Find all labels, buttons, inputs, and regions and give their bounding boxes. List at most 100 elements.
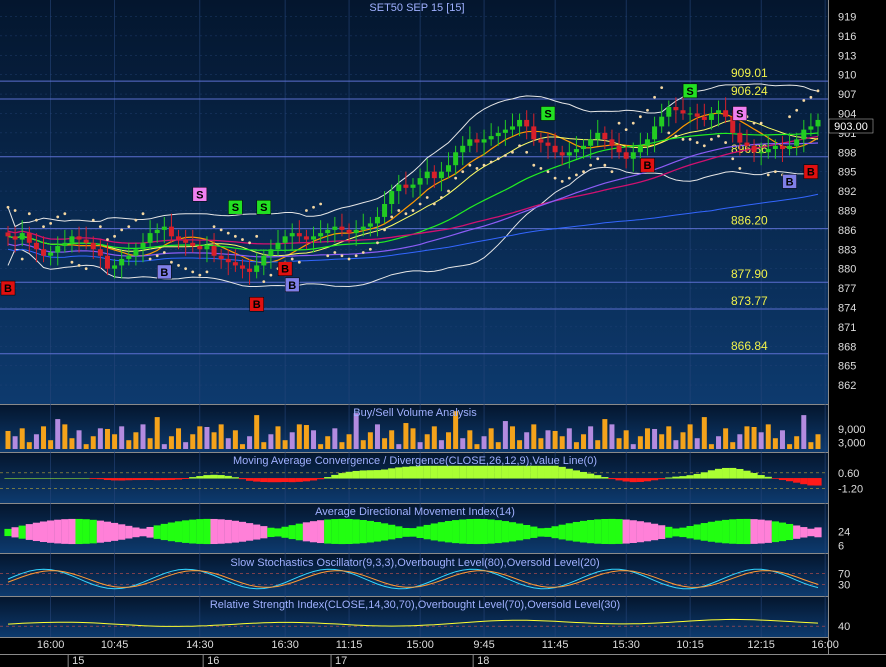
adx-band-bar [196, 519, 204, 544]
signal-letter: S [736, 108, 743, 120]
adx-band-bar [253, 524, 261, 540]
adx-band-bar [665, 526, 673, 538]
stochastic-tick-label: 70 [838, 568, 850, 580]
adx-band-bar [174, 521, 183, 543]
macd-histogram-bar [686, 475, 694, 479]
volume-bar [410, 428, 416, 449]
sar-dot [269, 273, 273, 277]
candle-up [517, 119, 523, 127]
macd-histogram-bar [565, 468, 573, 479]
adx-band-bar [594, 519, 602, 544]
adx-band-bar [54, 519, 62, 544]
sar-dot [724, 141, 728, 144]
time-tick-label: 9:45 [473, 639, 494, 651]
macd-histogram-bar [132, 478, 140, 481]
adx-panel-title: Average Directional Movement Index(14) [315, 506, 515, 518]
sar-dot [681, 137, 685, 141]
candle-down [190, 242, 196, 247]
volume-bar [303, 425, 309, 449]
candle-down [247, 268, 253, 272]
macd-histogram-bar [359, 470, 367, 479]
adx-band-bar [231, 520, 239, 543]
candle-down [431, 171, 437, 179]
sar-dot [63, 212, 67, 216]
volume-bar [112, 434, 118, 449]
macd-histogram-bar [722, 467, 730, 479]
adx-band-bar [807, 528, 815, 537]
rsi-panel-title: Relative Strength Index(CLOSE,14,30,70),… [210, 599, 620, 611]
price-level-label: 909.01 [731, 66, 768, 80]
candle-up [353, 229, 359, 234]
day-tick-label: 18 [477, 655, 489, 667]
adx-band-bar [686, 526, 694, 539]
adx-band-bar [572, 521, 581, 542]
sar-dot [184, 267, 188, 271]
sar-dot [347, 257, 351, 261]
sar-dot [638, 115, 642, 119]
candle-up [460, 145, 466, 153]
macd-histogram-bar [82, 478, 90, 479]
sar-dot [525, 150, 529, 154]
volume-bar [168, 436, 174, 449]
volume-bar [97, 428, 103, 449]
candle-down [673, 107, 679, 111]
candle-up [808, 126, 814, 130]
candle-up [666, 107, 672, 117]
stochastic-d-line [7, 570, 819, 588]
candle-down [197, 246, 203, 250]
adx-band-bar [565, 523, 573, 541]
adx-band-bar [430, 523, 438, 541]
volume-bar [573, 442, 579, 449]
sar-dot [84, 267, 88, 271]
sar-dot [6, 205, 10, 209]
volume-bar [424, 434, 430, 449]
rsi-line [7, 618, 819, 627]
macd-histogram-bar [274, 478, 282, 483]
adx-band-bar [18, 525, 26, 539]
adx-band-bar [473, 518, 481, 545]
macd-histogram-bar [302, 478, 311, 482]
macd-histogram-bar [110, 478, 119, 481]
macd-histogram-bar [459, 465, 467, 479]
adx-band-bar [309, 521, 318, 543]
macd-histogram-bar [139, 478, 147, 481]
adx-band-bar [608, 518, 616, 545]
candle-up [566, 152, 572, 156]
candlestick-series [5, 97, 821, 285]
macd-histogram-bar [544, 465, 552, 479]
sar-dot [262, 280, 266, 283]
volume-bar [431, 426, 437, 449]
sar-dot [610, 170, 614, 174]
macd-histogram-bar [785, 478, 794, 482]
volume-bar [239, 444, 245, 449]
volume-bar [389, 430, 395, 449]
volume-bar [69, 438, 75, 449]
candle-up [801, 129, 807, 140]
macd-histogram-bar [96, 478, 104, 480]
signal-box-buy-alt [782, 174, 797, 189]
candle-down [616, 145, 622, 153]
macd-histogram-bar [345, 471, 353, 479]
macd-histogram-bar [814, 478, 822, 486]
adx-band-bar [125, 525, 133, 539]
candle-up [644, 139, 650, 146]
adx-band-bar [302, 522, 311, 542]
volume-bar [595, 440, 601, 449]
candle-down [744, 142, 750, 146]
adx-band-bar [402, 527, 410, 537]
time-tick-label: 10:45 [101, 639, 129, 651]
signal-letter: S [196, 189, 203, 201]
volume-bar [289, 432, 295, 449]
signal-letter: B [4, 283, 12, 295]
time-tick-label: 15:00 [406, 639, 434, 651]
sar-dot [148, 257, 152, 261]
candle-up [652, 126, 658, 140]
volume-bar [254, 415, 260, 449]
adx-band-bar [800, 527, 808, 538]
sar-dot [198, 273, 202, 277]
adx-band-bar [700, 523, 708, 541]
sar-dot [205, 270, 209, 274]
adx-band-bar [736, 518, 744, 545]
sar-dot [354, 254, 358, 258]
macd-histogram-bar [693, 473, 701, 479]
